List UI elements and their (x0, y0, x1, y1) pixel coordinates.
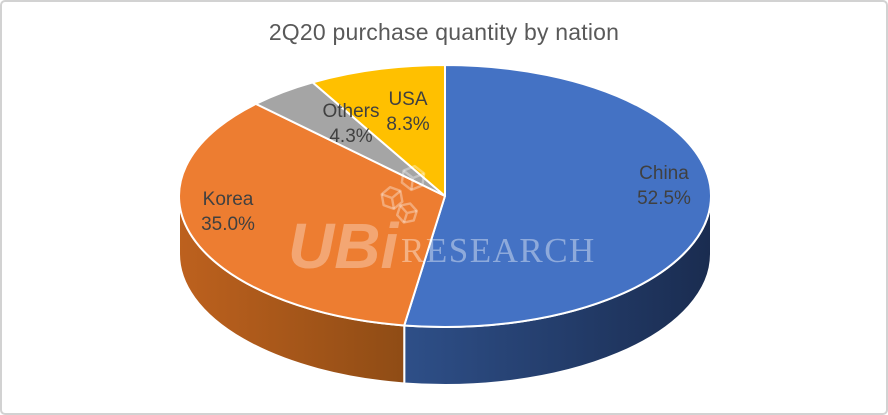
pie-slice-top-usa (311, 64, 446, 197)
pie-slice-top-korea (178, 102, 446, 327)
pie-slice-top-china (403, 64, 712, 328)
